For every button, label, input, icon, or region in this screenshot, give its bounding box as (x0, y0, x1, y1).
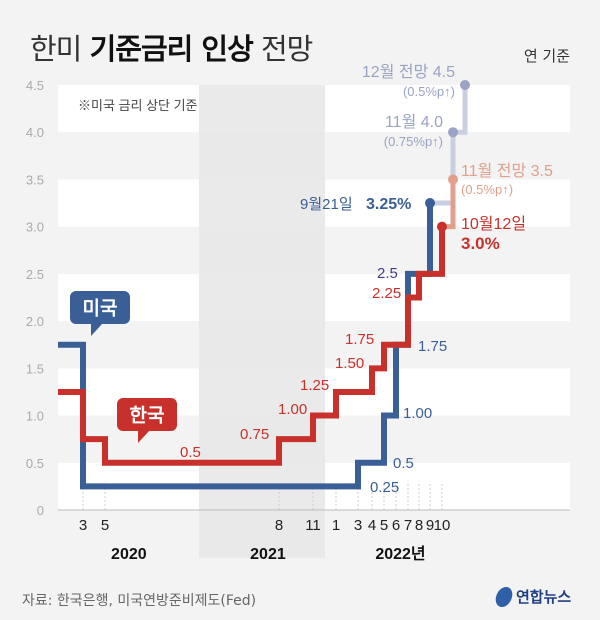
title-part-1: 한미 (30, 32, 82, 66)
korea-data-label: 0.75 (240, 426, 269, 443)
unit-label: 연 기준 (523, 47, 570, 65)
y-tick-label: 0.5 (26, 456, 44, 471)
us-latest-value: 3.25% (366, 196, 411, 213)
y-tick-label: 3.0 (26, 220, 44, 235)
x-tick-label: 4 (368, 517, 376, 534)
korea-data-label: 1.00 (278, 401, 307, 418)
year-label: 2022년 (375, 544, 425, 563)
us-data-label: 1.75 (418, 338, 447, 355)
y-tick-label: 3.5 (26, 172, 44, 187)
x-tick-label: 5 (380, 517, 388, 534)
title-part-bold: 기준금리 인상 (89, 32, 254, 66)
us-data-label: 1.00 (403, 405, 432, 422)
y-tick-label: 2.5 (26, 267, 44, 282)
x-tick-label: 8 (275, 517, 283, 534)
us-dec-projection-label: 12월 전망 4.5 (362, 63, 455, 81)
y-tick-label: 4.0 (26, 125, 44, 140)
korea-data-label: 1.75 (345, 331, 374, 348)
x-tick-label: 3 (79, 517, 87, 534)
legend-us-bubble (70, 291, 130, 324)
legend-korea-bubble (117, 398, 177, 431)
year-label: 2021 (250, 546, 286, 563)
x-tick-label: 3 (354, 517, 362, 534)
yonhap-logo: 연합뉴스 (493, 586, 572, 607)
legend-us-label: 미국 (83, 298, 118, 320)
yonhap-logo-text: 연합뉴스 (516, 588, 572, 606)
korea-latest-date: 10월12일 (461, 215, 526, 233)
source-note: 자료: 한국은행, 미국연방준비제도(Fed) (22, 593, 257, 609)
korea-data-label: 1.25 (300, 377, 329, 394)
us-data-label: 0.25 (370, 479, 399, 496)
korea-projection-dot (448, 174, 458, 185)
us-latest-dot (425, 198, 435, 209)
x-tick-label: 10 (434, 517, 451, 534)
y-tick-label: 0 (37, 503, 44, 518)
korea-nov-projection-sub: (0.5%p↑) (461, 182, 513, 197)
korea-rate-line (58, 226, 445, 466)
legend-us: 미국 (70, 291, 130, 336)
chart-note: ※미국 금리 상단 기준 (78, 98, 198, 113)
us-latest-label: 9월21일 (300, 196, 353, 213)
legend-us-tail (91, 323, 103, 336)
us-nov-sub: (0.75%p↑) (384, 134, 443, 149)
x-tick-label: 8 (415, 517, 423, 534)
us-data-label: 2.5 (377, 265, 398, 282)
y-tick-label: 4.5 (26, 78, 44, 93)
korea-data-label: 2.25 (372, 285, 401, 302)
x-tick-label: 1 (332, 517, 340, 534)
y-tick-label: 1.5 (26, 361, 44, 376)
us-nov-label: 11월 4.0 (385, 113, 443, 131)
legend-korea: 한국 (117, 398, 177, 443)
korea-data-label: 0.5 (180, 444, 201, 461)
us-data-label: 0.5 (393, 455, 414, 472)
korea-data-label: 1.50 (335, 355, 364, 372)
legend-korea-label: 한국 (130, 405, 165, 427)
year-label: 2020 (111, 546, 147, 563)
y-tick-label: 2.0 (26, 314, 44, 329)
title-part-2: 전망 (261, 32, 313, 66)
y-tick-label: 1.0 (26, 409, 44, 424)
x-tick-label: 7 (404, 517, 412, 534)
korea-nov-projection-label: 11월 전망 3.5 (461, 162, 553, 180)
x-tick-label: 9 (426, 517, 434, 534)
x-tick-label: 11 (305, 517, 321, 534)
x-tick-label: 6 (392, 517, 400, 534)
us-dec-projection-sub: (0.5%p↑) (403, 84, 455, 99)
korea-latest-value: 3.0% (461, 234, 500, 253)
us-rate-line (58, 203, 433, 490)
us-projection-dot (460, 80, 470, 90)
yonhap-logo-icon (493, 586, 515, 607)
x-tick-label: 5 (101, 517, 109, 534)
year-2021-shade (199, 85, 325, 558)
page-title: 한미 기준금리 인상 전망 (30, 26, 313, 68)
korea-latest-dot (437, 221, 447, 232)
legend-korea-tail (138, 430, 150, 443)
us-projection-dot (448, 127, 458, 138)
